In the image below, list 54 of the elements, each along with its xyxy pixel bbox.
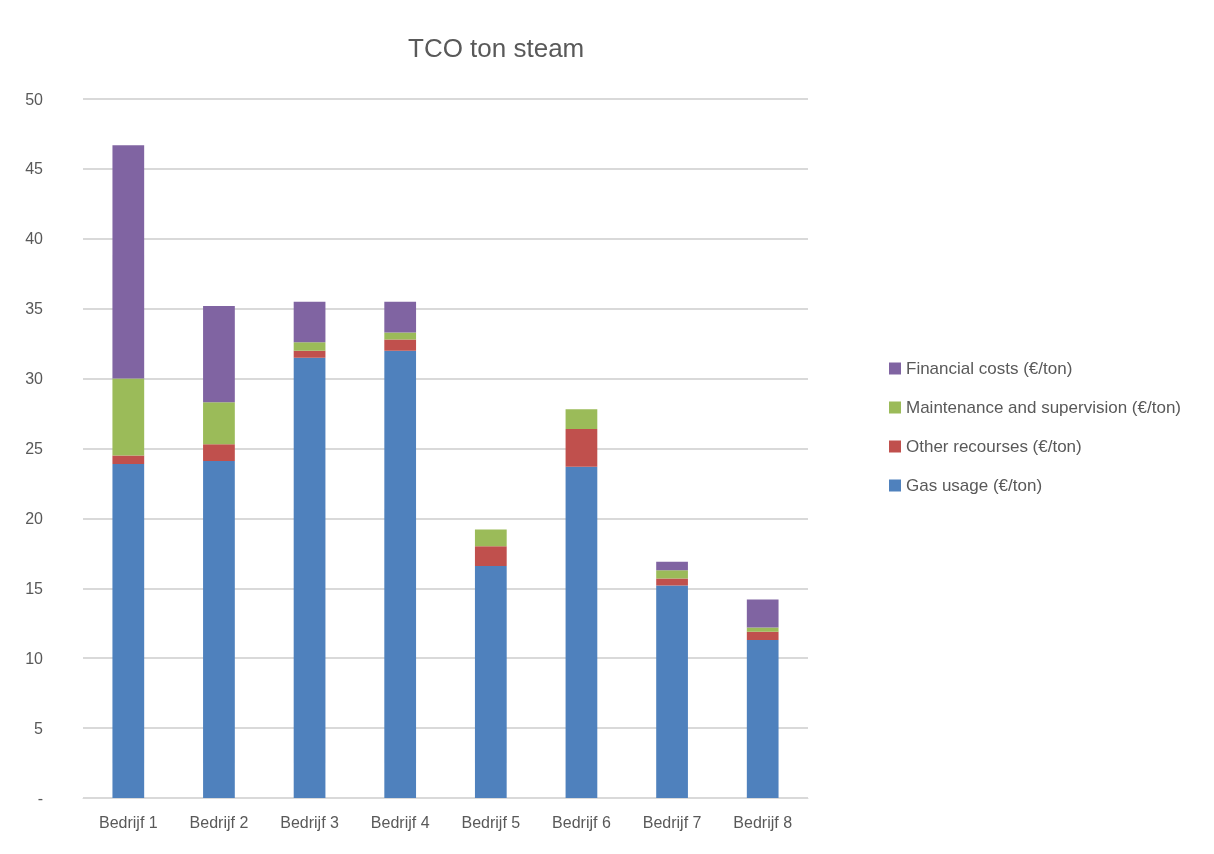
x-tick-label: Bedrijf 6 bbox=[552, 813, 611, 831]
legend-label: Financial costs (€/ton) bbox=[906, 359, 1073, 378]
x-tick-label: Bedrijf 8 bbox=[733, 813, 793, 831]
bar bbox=[293, 342, 326, 351]
y-tick-label: 35 bbox=[25, 300, 44, 318]
bar bbox=[656, 570, 688, 579]
y-tick-label: - bbox=[37, 789, 43, 807]
chart-title: TCO ton steam bbox=[408, 33, 585, 63]
bar bbox=[293, 301, 326, 343]
x-tick-label: Bedrijf 4 bbox=[370, 813, 430, 831]
bar bbox=[746, 627, 779, 632]
bar bbox=[384, 301, 417, 333]
x-tick-label: Bedrijf 1 bbox=[98, 813, 158, 831]
x-tick-label: Bedrijf 5 bbox=[461, 813, 521, 831]
bar bbox=[474, 565, 507, 798]
y-tick-label: 10 bbox=[25, 649, 44, 667]
bar bbox=[384, 339, 417, 351]
bar bbox=[746, 599, 779, 628]
bar bbox=[746, 640, 779, 798]
bar bbox=[565, 466, 598, 798]
y-tick-label: 20 bbox=[25, 509, 44, 527]
x-tick-label: Bedrijf 7 bbox=[642, 813, 702, 831]
x-tick-label: Bedrijf 2 bbox=[189, 813, 249, 831]
legend-label: Other recourses (€/ton) bbox=[906, 437, 1082, 456]
y-tick-label: 50 bbox=[25, 90, 44, 108]
bar bbox=[203, 402, 235, 445]
bar bbox=[565, 428, 598, 467]
bar bbox=[112, 463, 145, 798]
bar bbox=[656, 561, 688, 571]
y-tick-label: 25 bbox=[25, 440, 44, 457]
bar bbox=[203, 444, 235, 462]
bar bbox=[112, 455, 145, 464]
x-tick-label: Bedrijf 3 bbox=[280, 813, 340, 831]
y-tick-label: 15 bbox=[25, 579, 44, 597]
y-tick-label: 45 bbox=[25, 160, 44, 178]
bar bbox=[474, 546, 507, 566]
bar bbox=[293, 350, 326, 358]
bar bbox=[384, 350, 417, 798]
bar bbox=[203, 305, 235, 403]
bar bbox=[746, 631, 779, 641]
y-tick-label: 30 bbox=[25, 370, 44, 388]
bar bbox=[384, 332, 417, 340]
bar bbox=[112, 145, 145, 379]
bar bbox=[656, 585, 688, 798]
legend-label: Gas usage (€/ton) bbox=[906, 476, 1043, 495]
legend-label: Maintenance and supervision (€/ton) bbox=[906, 398, 1181, 417]
bar bbox=[203, 461, 235, 798]
bar bbox=[656, 578, 688, 586]
bar bbox=[112, 378, 145, 456]
bar bbox=[565, 409, 598, 429]
y-tick-label: 40 bbox=[25, 230, 44, 248]
bar bbox=[293, 357, 326, 798]
y-tick-label: 5 bbox=[34, 719, 44, 737]
bar bbox=[474, 529, 507, 547]
